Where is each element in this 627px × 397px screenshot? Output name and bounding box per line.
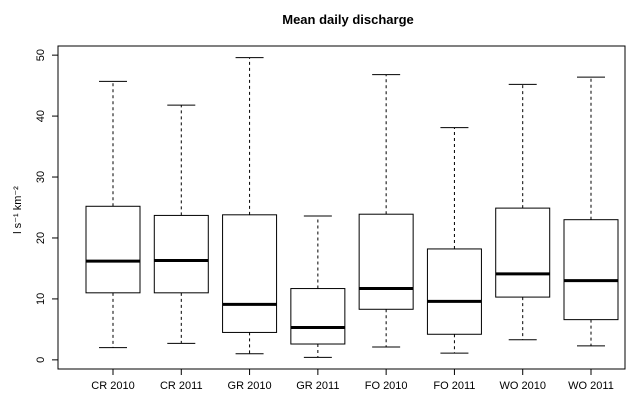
box-cr-2010 <box>85 80 141 349</box>
box-wo-2011 <box>563 76 619 347</box>
x-tick-label: WO 2010 <box>499 380 545 392</box>
box-fo-2011 <box>426 127 482 354</box>
iqr-box <box>563 219 619 321</box>
box-wo-2010 <box>495 83 551 341</box>
x-tick-label: FO 2011 <box>433 380 475 392</box>
box-fo-2010 <box>358 74 414 348</box>
chart-title: Mean daily discharge <box>282 12 414 27</box>
iqr-box <box>358 213 414 310</box>
boxes-layer <box>85 57 619 358</box>
y-axis-label: l s⁻¹ km⁻² <box>12 186 24 234</box>
iqr-box <box>153 214 209 294</box>
iqr-box <box>85 205 141 294</box>
y-tick-label: 50 <box>35 49 47 61</box>
y-axis: 0 10 20 30 40 50 <box>35 49 58 363</box>
y-tick-label: 40 <box>35 110 47 122</box>
x-tick-label: WO 2011 <box>568 380 614 392</box>
y-tick-label: 10 <box>35 293 47 305</box>
plot-frame <box>57 45 626 370</box>
x-tick-label: GR 2010 <box>228 380 272 392</box>
y-tick-label: 30 <box>35 171 47 183</box>
iqr-box <box>222 214 278 333</box>
box-gr-2011 <box>290 215 346 358</box>
x-tick-label: FO 2010 <box>365 380 408 392</box>
x-axis: CR 2010 CR 2011 GR 2010 GR 2011 FO 2010 FO 20… <box>91 369 614 392</box>
iqr-box <box>290 288 346 345</box>
y-tick-label: 20 <box>35 232 47 244</box>
box-gr-2010 <box>222 57 278 355</box>
y-tick-label: 0 <box>35 357 47 363</box>
x-tick-label: GR 2011 <box>296 380 339 392</box>
iqr-box <box>495 207 551 298</box>
box-cr-2011 <box>153 104 209 344</box>
x-tick-label: CR 2010 <box>91 380 134 392</box>
iqr-box <box>426 248 482 335</box>
x-tick-label: CR 2011 <box>160 380 203 392</box>
